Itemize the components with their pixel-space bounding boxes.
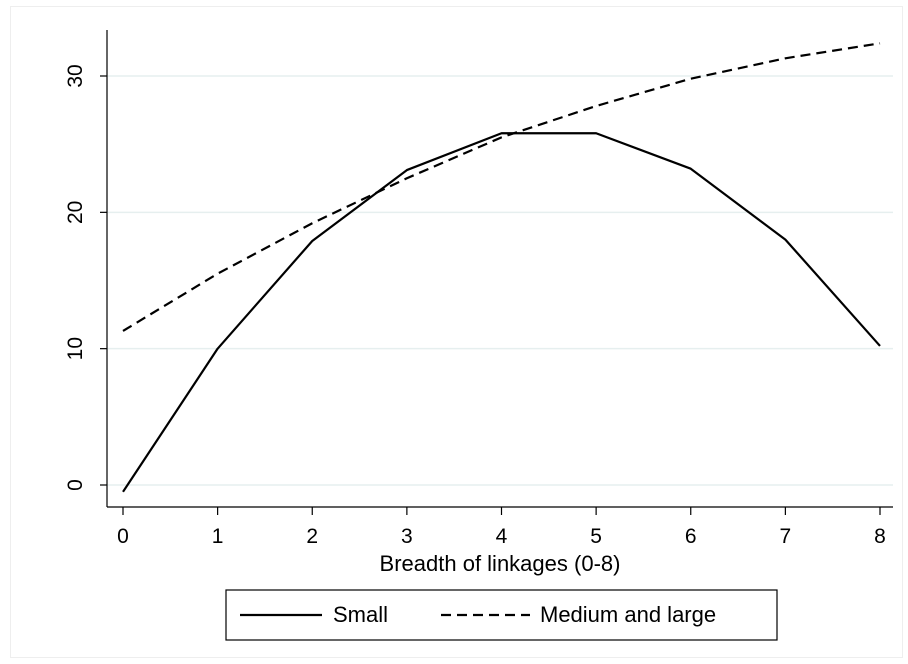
y-tick-label: 20 — [64, 201, 87, 224]
y-tick-label: 10 — [64, 337, 87, 360]
x-tick-label: 1 — [212, 525, 224, 548]
chart-frame — [10, 6, 903, 658]
x-ticks: 0 1 2 3 4 5 6 7 8 — [117, 507, 886, 548]
x-tick-label: 6 — [685, 525, 697, 548]
x-tick-label: 5 — [590, 525, 602, 548]
legend-label-small: Small — [333, 602, 388, 627]
x-tick-label: 7 — [780, 525, 792, 548]
series-line-small — [122, 132, 881, 493]
gridlines — [107, 75, 893, 486]
legend-label-medium-large: Medium and large — [540, 602, 716, 627]
x-tick-label: 8 — [874, 525, 886, 548]
x-tick-label: 2 — [306, 525, 318, 548]
y-ticks: 0 10 20 30 — [64, 64, 107, 491]
y-tick-label: 30 — [64, 64, 87, 87]
x-tick-label: 4 — [496, 525, 508, 548]
legend: Small Medium and large — [225, 589, 778, 641]
axes — [106, 30, 893, 508]
y-tick-label: 0 — [64, 479, 87, 491]
x-tick-label: 3 — [401, 525, 413, 548]
x-axis-title: Breadth of linkages (0-8) — [380, 551, 621, 576]
series-lines — [122, 42, 881, 493]
x-tick-label: 0 — [117, 525, 129, 548]
series-line-medium-large — [122, 42, 881, 332]
